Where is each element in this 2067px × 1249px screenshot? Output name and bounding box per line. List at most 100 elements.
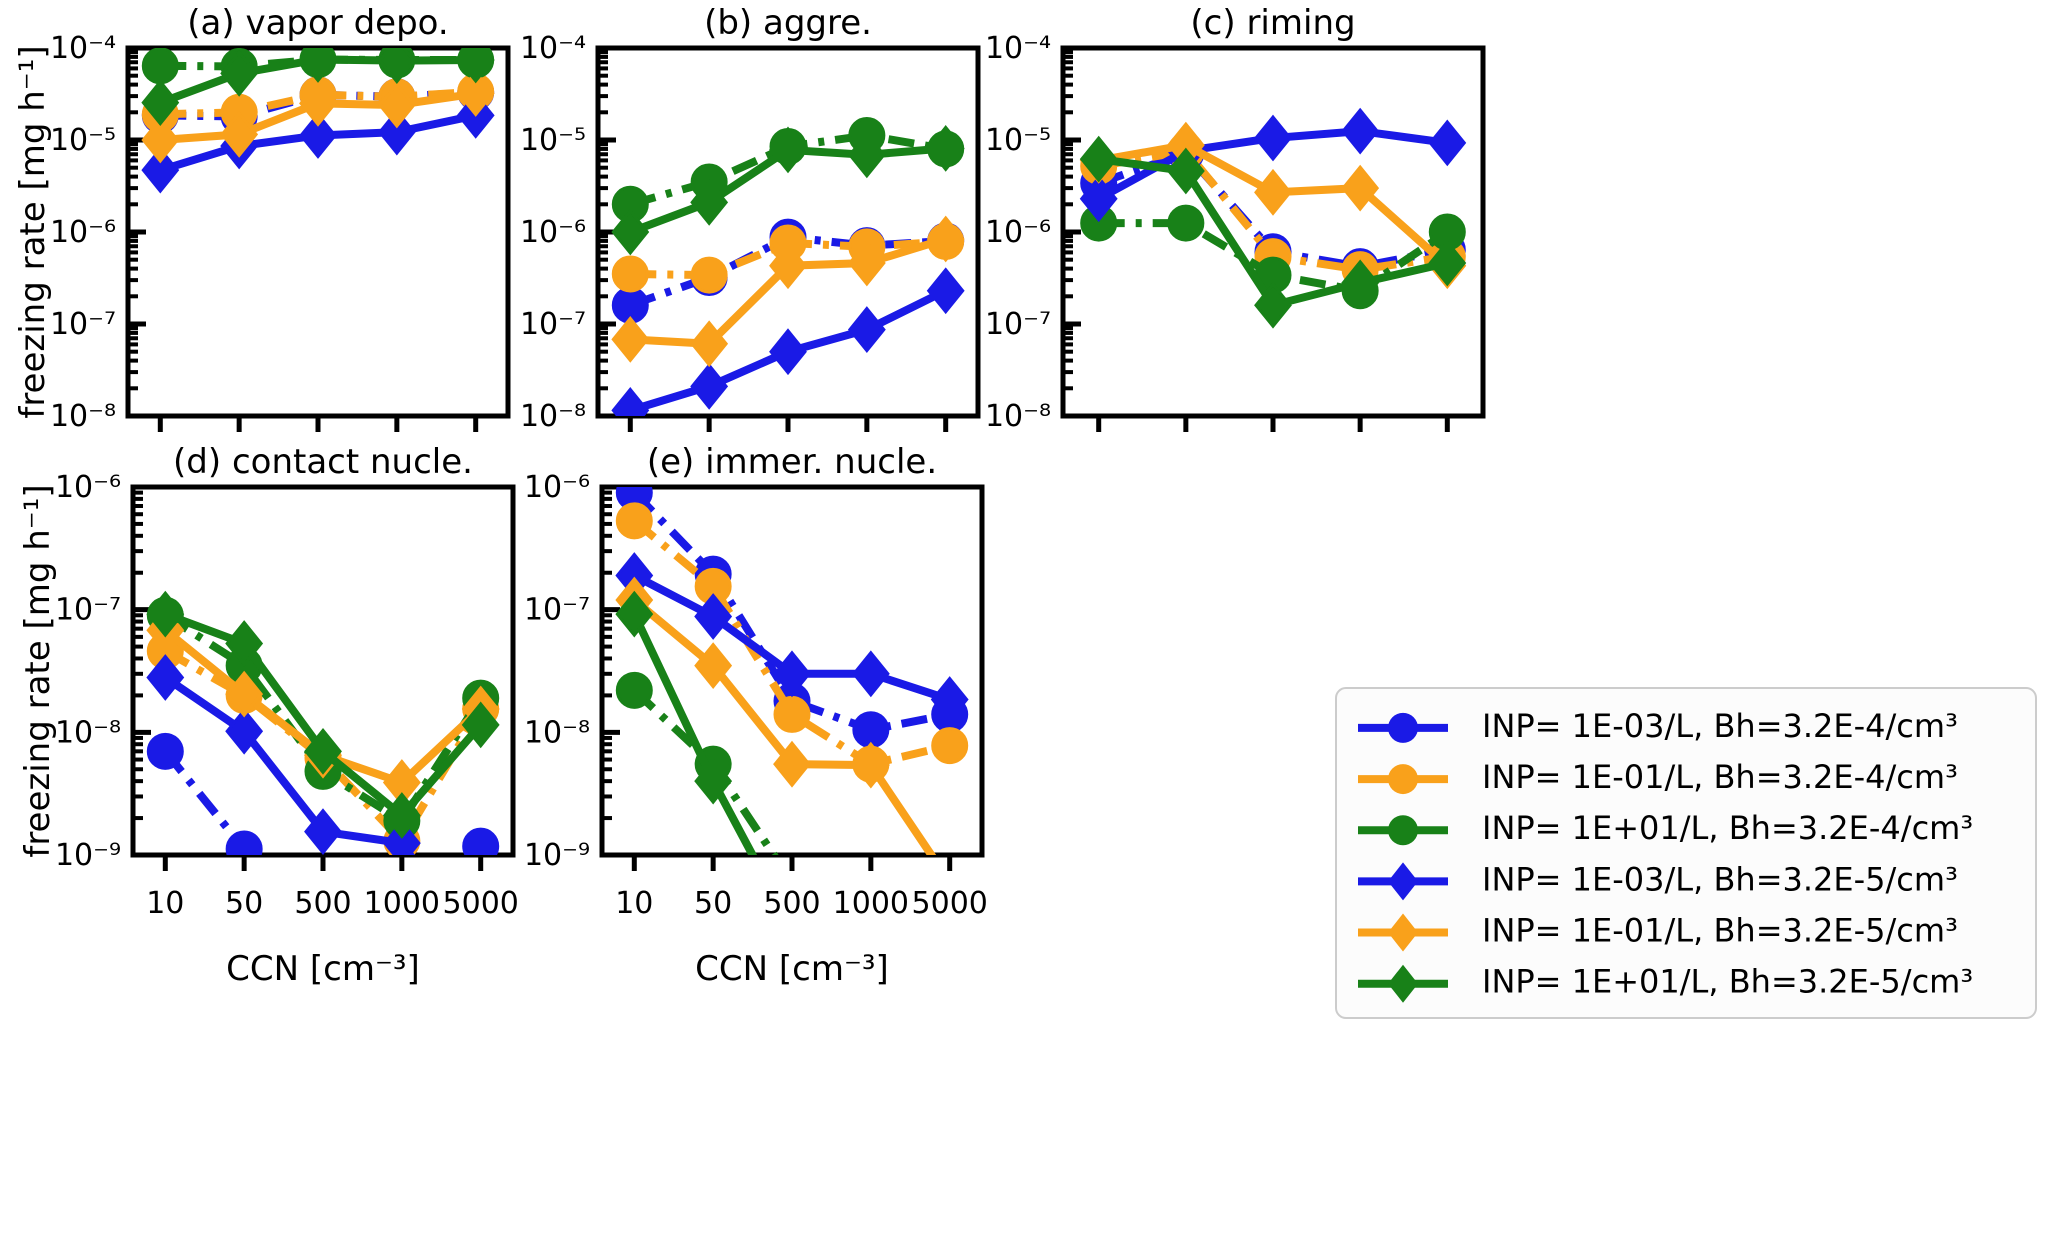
series-line-e-5: [630, 612, 758, 855]
data-point-b-4-0: [611, 316, 650, 363]
data-point-d-0-0: [146, 732, 184, 770]
data-point-b-5-0: [611, 208, 650, 256]
data-point-b-3-3: [847, 306, 886, 353]
data-point-a-5-0: [141, 79, 180, 126]
legend-label-0: INP= 1E-03/L, Bh=3.2E-4/cm³: [1482, 707, 1958, 745]
legend-item-1[interactable]: INP= 1E-01/L, Bh=3.2E-4/cm³: [1358, 758, 1958, 796]
data-point-a-5-4: [456, 48, 495, 84]
x-tick-label-d-1: 50: [225, 886, 263, 921]
plot-frame-c: [1060, 45, 1486, 419]
data-point-b-3-4: [926, 267, 965, 315]
legend-box: [1335, 687, 2037, 1019]
data-point-a-4-1: [220, 111, 259, 158]
legend-label-3: INP= 1E-03/L, Bh=3.2E-5/cm³: [1482, 860, 1958, 898]
y-tick-label-e-0: 10⁻⁶: [524, 470, 590, 505]
data-point-d-5-4: [461, 701, 500, 749]
y-tick-label-d-1: 10⁻⁷: [55, 593, 121, 628]
x-tick-label-e-3: 1000: [833, 886, 909, 921]
x-tick-label-e-0: 10: [615, 886, 653, 921]
legend-item-2[interactable]: INP= 1E+01/L, Bh=3.2E-4/cm³: [1358, 809, 1973, 847]
legend-item-5[interactable]: INP= 1E+01/L, Bh=3.2E-5/cm³: [1358, 963, 1973, 1003]
legend: INP= 1E-03/L, Bh=3.2E-4/cm³ INP= 1E-01/L,…: [1335, 687, 2037, 1019]
data-point-e-3-4: [930, 676, 969, 723]
data-point-d-4-1: [225, 670, 264, 718]
data-point-b-5-3: [847, 131, 886, 179]
legend-item-4[interactable]: INP= 1E-01/L, Bh=3.2E-5/cm³: [1358, 912, 1958, 952]
legend-item-3[interactable]: INP= 1E-03/L, Bh=3.2E-5/cm³: [1358, 860, 1958, 901]
legend-item-0[interactable]: INP= 1E-03/L, Bh=3.2E-4/cm³: [1358, 707, 1958, 745]
x-tick-label-e-4: 5000: [912, 886, 988, 921]
data-point-a-4-3: [377, 81, 416, 129]
y-tick-label-c-0: 10⁻⁴: [985, 31, 1051, 66]
y-axis-title-a: freezing rate [mg h⁻¹]: [13, 45, 53, 418]
data-point-b-4-4: [926, 215, 965, 263]
data-point-e-3-2: [773, 650, 811, 698]
data-point-d-5-2: [304, 727, 342, 775]
legend-marker-circle-0: [1388, 712, 1418, 743]
data-point-e-1-0: [615, 502, 653, 540]
panel-b: (b) aggre. 10⁻⁴ 10⁻⁵ 10⁻⁶ 10⁻⁷ 10⁻⁸: [520, 3, 981, 434]
data-point-a-3-0: [141, 146, 180, 194]
series-line-e-2: [631, 687, 779, 855]
data-point-e-0-3: [852, 711, 890, 749]
data-point-c-4-3: [1341, 164, 1380, 212]
data-point-d-3-2: [304, 808, 342, 855]
y-tick-label-c-4: 10⁻⁸: [985, 399, 1051, 434]
x-tick-label-d-2: 500: [294, 886, 351, 921]
data-point-a-2-0: [141, 48, 179, 85]
y-tick-label-a-0: 10⁻⁴: [50, 31, 116, 66]
series-line-e-0: [631, 489, 951, 734]
data-point-e-4-2: [773, 740, 811, 788]
y-tick-label-d-3: 10⁻⁹: [55, 838, 121, 873]
x-tick-label-d-4: 5000: [443, 886, 519, 921]
data-point-b-5-2: [769, 126, 807, 174]
legend-label-4: INP= 1E-01/L, Bh=3.2E-5/cm³: [1482, 912, 1958, 950]
series-group-b: [611, 116, 965, 416]
data-point-b-4-3: [847, 239, 886, 287]
data-point-c-3-3: [1341, 107, 1380, 155]
data-point-a-5-2: [299, 48, 337, 83]
data-point-b-3-1: [690, 362, 729, 410]
data-point-c-3-2: [1254, 114, 1292, 162]
legend-marker-circle-1: [1388, 764, 1418, 795]
data-point-b-4-2: [769, 242, 807, 290]
x-tick-label-e-2: 500: [763, 886, 820, 921]
y-axis-title-d: freezing rate [mg h⁻¹]: [18, 484, 58, 857]
data-point-a-3-2: [299, 112, 337, 159]
legend-label-1: INP= 1E-01/L, Bh=3.2E-4/cm³: [1482, 758, 1958, 796]
legend-marker-circle-2: [1388, 815, 1418, 846]
data-point-b-1-0: [611, 255, 649, 293]
y-tick-label-c-3: 10⁻⁷: [985, 307, 1051, 342]
y-tick-label-a-1: 10⁻⁵: [50, 123, 116, 158]
panel-title-a: (a) vapor depo.: [187, 3, 448, 43]
series-line-d-1: [163, 647, 485, 848]
plot-frame-d: [130, 484, 516, 858]
data-point-a-5-3: [377, 48, 416, 84]
series-group-a: [141, 48, 495, 194]
data-point-c-5-0: [1079, 135, 1118, 183]
y-tick-label-a-2: 10⁻⁶: [50, 215, 116, 250]
y-tick-label-c-2: 10⁻⁶: [985, 215, 1051, 250]
data-point-e-2-0: [615, 671, 653, 709]
panel-e: (e) immer. nucle. 10⁻⁶ 10⁻⁷ 10⁻⁸ 10⁻⁹ 10 50 500…: [524, 442, 988, 989]
panel-title-e: (e) immer. nucle.: [647, 442, 937, 482]
x-tick-label-e-1: 50: [694, 886, 732, 921]
data-point-b-3-2: [769, 328, 807, 376]
x-axis-title-d: CCN [cm⁻³]: [226, 949, 420, 989]
data-point-c-2-1: [1167, 204, 1205, 242]
legend-marker-diamond-4: [1388, 913, 1418, 952]
data-point-d-3-0: [146, 654, 185, 701]
panel-c: (c) riming 10⁻⁴ 10⁻⁵ 10⁻⁶ 10⁻⁷ 10⁻⁸: [985, 3, 1486, 434]
x-tick-label-d-0: 10: [146, 886, 184, 921]
y-tick-label-b-1: 10⁻⁵: [520, 123, 586, 158]
data-point-c-5-4: [1428, 239, 1467, 287]
x-axis-title-e: CCN [cm⁻³]: [695, 949, 889, 989]
y-tick-label-e-1: 10⁻⁷: [524, 593, 590, 628]
series-group-d: [146, 590, 500, 855]
data-point-e-1-4: [931, 727, 969, 765]
data-point-d-5-1: [225, 620, 264, 667]
y-tick-label-c-1: 10⁻⁵: [985, 123, 1051, 158]
data-point-a-5-1: [220, 49, 259, 97]
